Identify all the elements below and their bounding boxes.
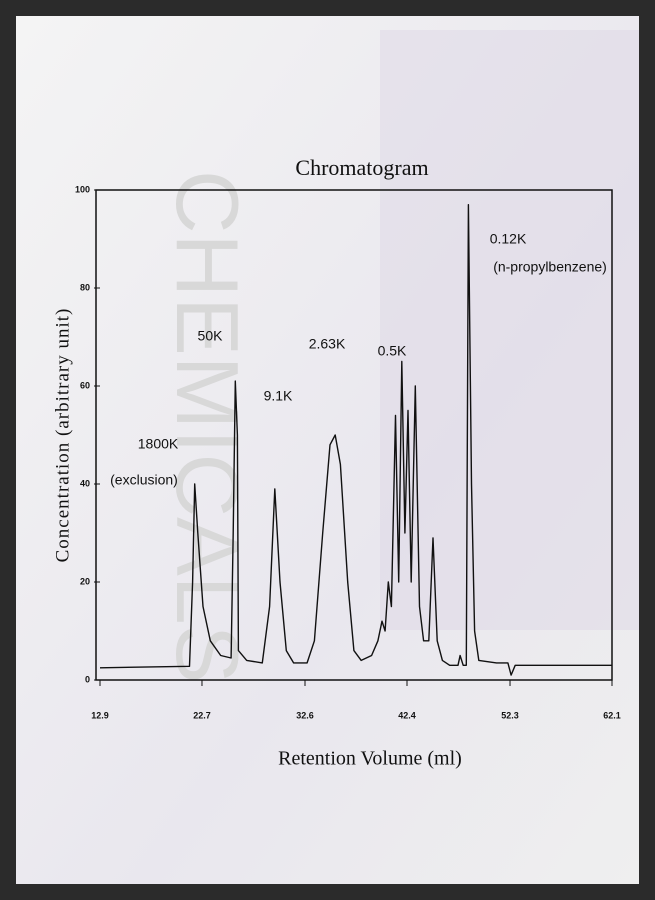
annotation: (n-propylbenzene) — [493, 259, 607, 275]
x-axis-label: Retention Volume (ml) — [278, 748, 462, 770]
plot-frame — [95, 189, 613, 681]
x-tick-label: 62.1 — [603, 710, 621, 720]
x-tick-label: 12.9 — [91, 710, 109, 720]
x-tick-label: 42.4 — [398, 710, 416, 720]
chart-title: Chromatogram — [295, 155, 428, 180]
x-tick-label: 32.6 — [296, 710, 314, 720]
x-tick-label: 22.7 — [193, 710, 211, 720]
annotation: 0.12K — [490, 231, 527, 247]
annotation: 2.63K — [309, 336, 346, 352]
annotation: 1800K — [138, 436, 179, 452]
y-tick-label: 100 — [75, 184, 90, 194]
chromatogram-line — [99, 204, 612, 676]
annotation: 0.5K — [378, 343, 407, 359]
watermark: CHEMICALS — [158, 170, 257, 683]
y-tick-label: 40 — [80, 478, 90, 488]
annotation: (exclusion) — [110, 472, 178, 488]
y-tick-label: 80 — [80, 282, 90, 292]
y-axis-label: Concentration (arbitrary unit) — [52, 308, 73, 563]
x-tick-label: 52.3 — [501, 710, 519, 720]
annotation: 9.1K — [264, 388, 293, 404]
annotation: 50K — [198, 328, 224, 344]
backdrop — [380, 30, 639, 630]
y-tick-label: 0 — [85, 674, 90, 684]
y-tick-label: 60 — [80, 380, 90, 390]
y-tick-label: 20 — [80, 576, 90, 586]
